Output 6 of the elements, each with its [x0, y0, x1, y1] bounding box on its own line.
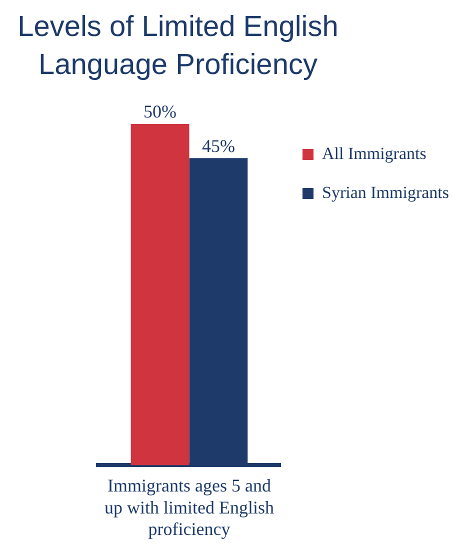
- x-tick-label: Immigrants ages 5 and up with limited English proficiency: [104, 476, 274, 539]
- legend-label: Syrian Immigrants: [322, 182, 450, 202]
- legend-label: All Immigrants: [322, 144, 426, 163]
- chart-title: Levels of Limited English Language Proficiency: [16, 10, 340, 83]
- data-label: 45%: [202, 136, 235, 156]
- data-label: 50%: [144, 102, 177, 122]
